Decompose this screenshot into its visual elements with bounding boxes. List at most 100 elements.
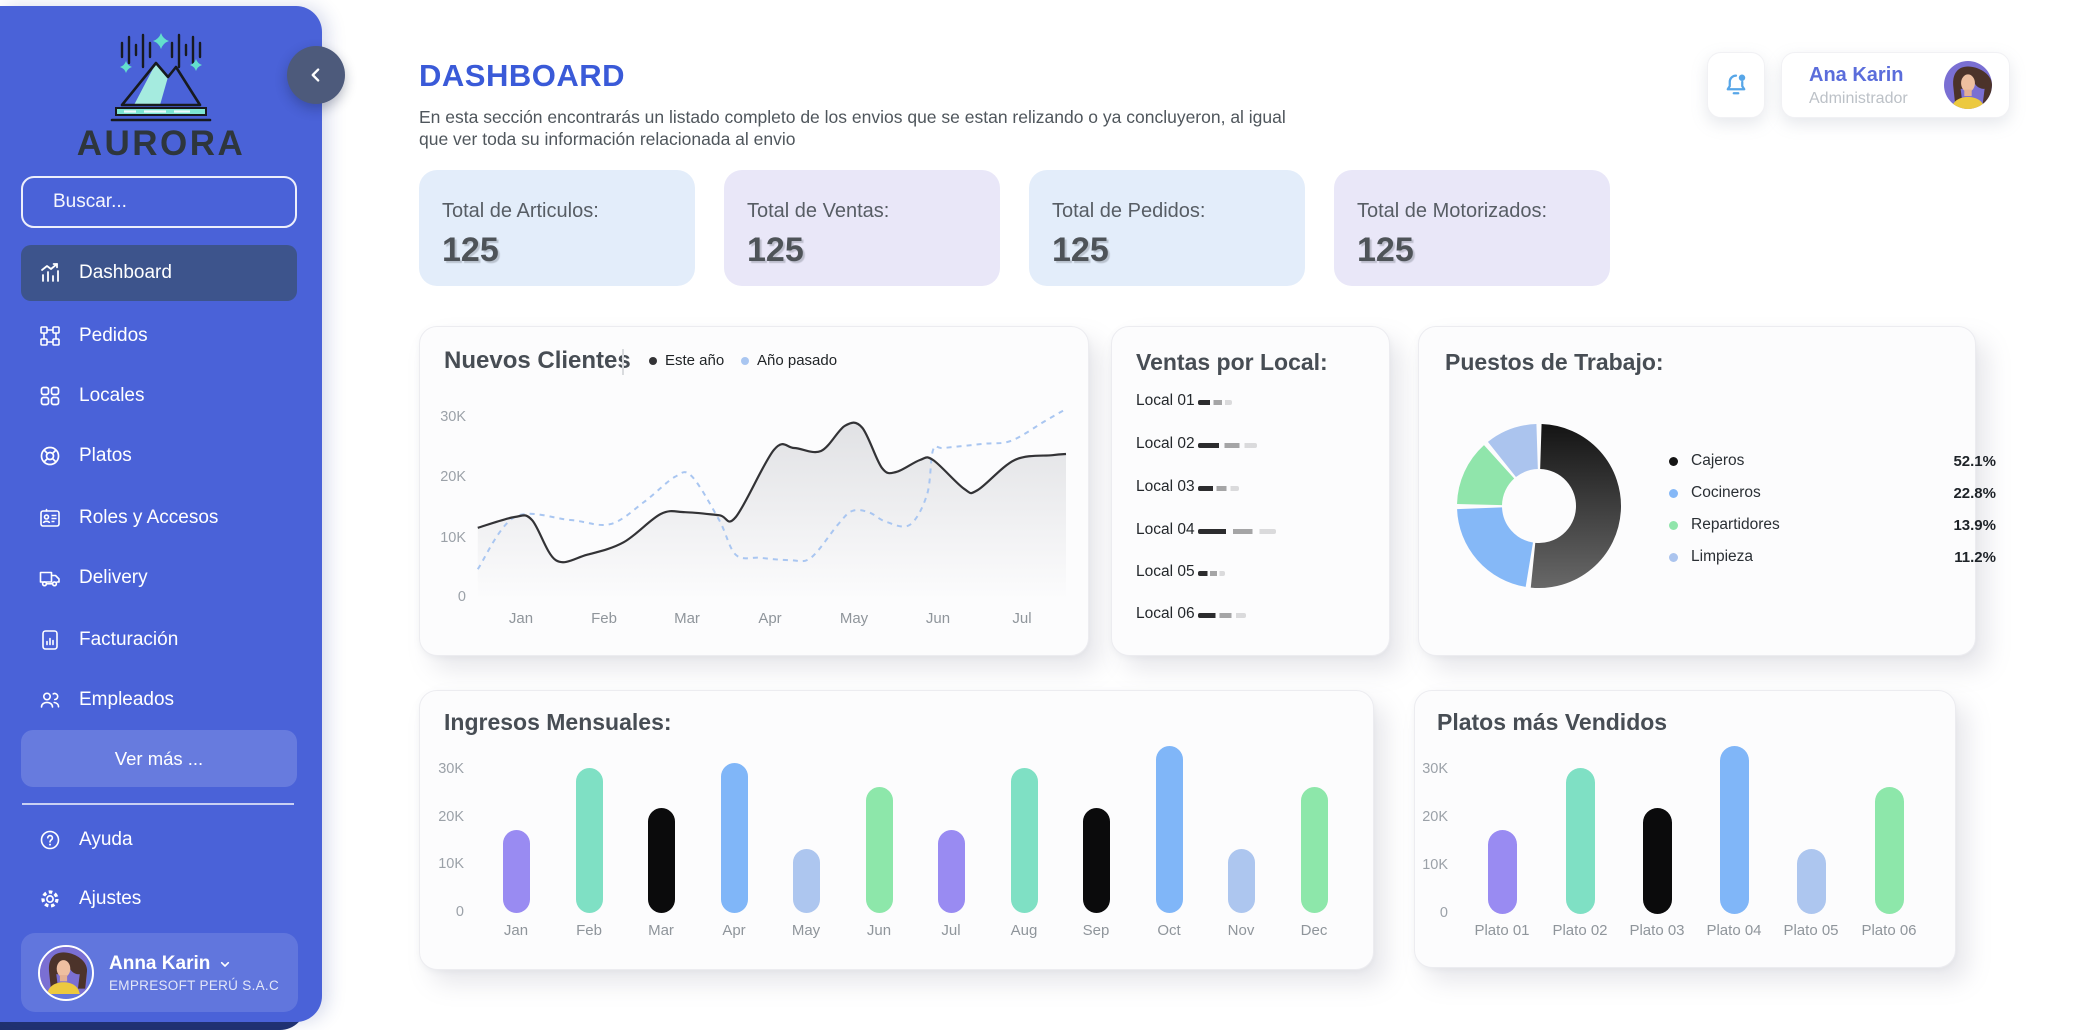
sidebar-item-platos[interactable]: Platos [21,428,297,484]
aurora-logo [110,33,212,122]
search-box [21,176,300,228]
stat-value: 125 [1357,231,1414,269]
legend-divider [622,349,624,375]
sidebar-item-label: Ajustes [79,888,142,909]
donut-legend-cajeros: Cajeros 52.1% [1669,452,1996,470]
avatar [1944,61,1992,109]
sidebar-user-card[interactable]: Anna Karin EMPRESOFT PERÚ S.A.C [21,933,298,1012]
donut-legend-limpieza: Limpieza 11.2% [1669,548,1996,566]
notifications-button[interactable] [1707,52,1765,118]
bar-Plato 05 [1796,849,1826,914]
x-tick: Jun [925,610,951,627]
stat-label: Total de Articulos: [442,200,599,222]
y-tick: 30K [440,409,466,425]
bar-Plato 03 [1642,808,1672,914]
x-tick: Nov [1227,922,1255,939]
x-tick: Mar [674,610,700,627]
legend-dot [1669,488,1678,498]
sidebar-item-roles-y-accesos[interactable]: Roles y Accesos [21,490,297,546]
sidebar-item-label: Facturación [79,629,179,650]
sidebar-divider [22,803,294,805]
hbar-label: Local 04 [1136,521,1195,538]
x-tick: May [791,922,821,939]
bar-Jul [937,830,965,913]
bar-Apr [720,763,748,913]
bar-Jun [865,787,893,913]
stat-value: 125 [747,231,804,269]
x-tick: Apr [722,922,746,939]
header-user-role: Administrador [1809,90,1908,107]
sparkle-icon [153,33,169,49]
bar-Plato 02 [1565,768,1595,914]
bell-icon [1726,74,1746,95]
bar-Mar [647,808,675,913]
hbar-label: Local 03 [1136,478,1195,495]
y-tick: 10K [1422,857,1448,873]
legend-value: 11.2% [1954,548,1996,566]
sidebar-item-label: Empleados [79,689,175,710]
sidebar-item-empleados[interactable]: Empleados [21,672,297,728]
panel-ventas-por-local: Ventas por Local: [1111,326,1390,656]
legend-dot [1669,552,1678,562]
bar-Sep [1082,808,1110,913]
legend-dot [649,356,657,365]
y-tick: 20K [440,469,466,485]
panel-title: Nuevos Clientes [444,347,631,374]
x-tick: Plato 03 [1629,922,1685,939]
x-tick: Plato 04 [1706,922,1762,939]
donut-legend-cocineros: Cocineros 22.8% [1669,484,1996,502]
x-tick: Plato 01 [1474,922,1530,939]
x-tick: Mar [648,922,674,939]
locales-icon [40,386,60,406]
sidebar-item-label: Platos [79,445,132,466]
y-tick: 0 [455,904,464,920]
x-tick: Jan [503,922,529,939]
sidebar-item-delivery[interactable]: Delivery [21,550,297,606]
x-tick: Plato 02 [1552,922,1608,939]
line-ano-pasado [476,408,1067,570]
bar-Nov [1227,849,1255,913]
sidebar-item-facturacion[interactable]: Facturación [21,612,297,668]
stat-value: 125 [442,231,499,269]
panel-puestos-de-trabajo: Puestos de Trabajo: Cajeros 52.1% Cocine… [1418,326,1996,656]
bar-Feb [575,768,603,913]
sidebar-item-dashboard[interactable]: Dashboard [21,245,297,301]
sidebar-item-label: Locales [79,385,145,406]
sidebar-item-ayuda[interactable]: Ayuda [21,812,297,868]
x-tick: Plato 06 [1861,922,1917,939]
x-tick: Jul [1012,610,1032,627]
bar-Jan [502,830,530,913]
panel-title: Ingresos Mensuales: [444,709,672,735]
ver-mas-button[interactable]: Ver más ... [21,730,297,787]
y-tick: 20K [438,808,464,825]
search-input[interactable] [51,190,300,214]
stat-card-ventas: Total de Ventas: 125 [724,170,1000,286]
legend-label: Cocineros [1691,484,1761,501]
legend-value: 52.1% [1953,452,1996,470]
sidebar-collapse-button[interactable] [287,46,345,104]
header-user-menu[interactable]: Ana Karin Administrador [1781,52,2010,118]
donut-slice-Cajeros [1530,424,1621,588]
legend-dot [1669,520,1678,530]
gear-icon [41,890,59,908]
hbar-label: Local 06 [1136,605,1195,622]
sidebar-user-company: EMPRESOFT PERÚ S.A.C [109,977,280,993]
y-tick: 10K [440,530,466,546]
y-tick: 0 [457,589,466,605]
bar-May [792,849,820,913]
legend-value: 13.9% [1953,516,1996,534]
sidebar-item-pedidos[interactable]: Pedidos [21,308,297,364]
x-tick: Feb [591,610,617,627]
avatar [38,944,94,1001]
area-este-ano [477,422,1066,598]
x-tick: Feb [576,922,602,939]
sidebar-item-ajustes[interactable]: Ajustes [21,871,297,927]
panel-title: Platos más Vendidos [1437,709,1668,735]
stat-label: Total de Pedidos: [1052,200,1206,222]
roles-icon [40,508,60,527]
puestos-donut-chart [1457,424,1621,588]
page-subtitle: En esta sección encontrarás un listado c… [419,106,1286,150]
sidebar-item-locales[interactable]: Locales [21,368,297,424]
bar-Aug [1010,768,1038,913]
delivery-truck-icon [39,571,60,587]
